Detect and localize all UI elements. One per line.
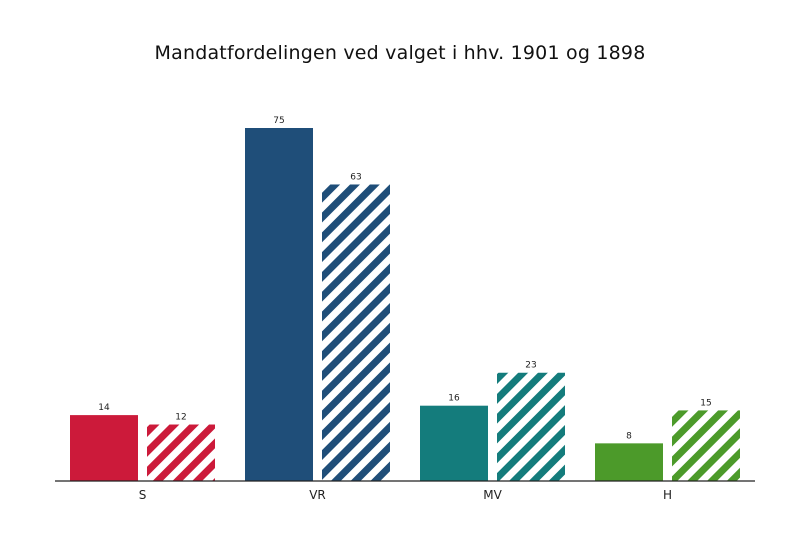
x-tick-label-vr: VR: [309, 488, 326, 502]
data-label-vr-solid: 75: [273, 116, 284, 126]
data-label-mv-solid: 16: [448, 394, 460, 404]
data-label-h-solid: 8: [626, 431, 632, 441]
data-label-s-solid: 14: [98, 403, 110, 413]
bar-mv-solid: [420, 405, 488, 481]
bar-s-hatched: [147, 424, 215, 481]
bar-h-solid: [595, 443, 663, 481]
bar-h-hatched: [672, 410, 740, 481]
bar-vr-hatched: [322, 184, 390, 482]
bar-vr-solid: [245, 128, 313, 481]
data-label-vr-hatched: 63: [350, 172, 361, 182]
bar-mv-hatched: [497, 372, 565, 481]
data-label-s-hatched: 12: [175, 413, 186, 423]
x-tick-label-mv: MV: [483, 488, 502, 502]
bar-s-solid: [70, 415, 138, 481]
x-tick-label-h: H: [663, 488, 672, 502]
data-label-mv-hatched: 23: [525, 361, 536, 371]
x-tick-label-s: S: [139, 488, 147, 502]
data-label-h-hatched: 15: [700, 398, 711, 408]
chart-title: Mandatfordelingen ved valget i hhv. 1901…: [154, 42, 646, 64]
